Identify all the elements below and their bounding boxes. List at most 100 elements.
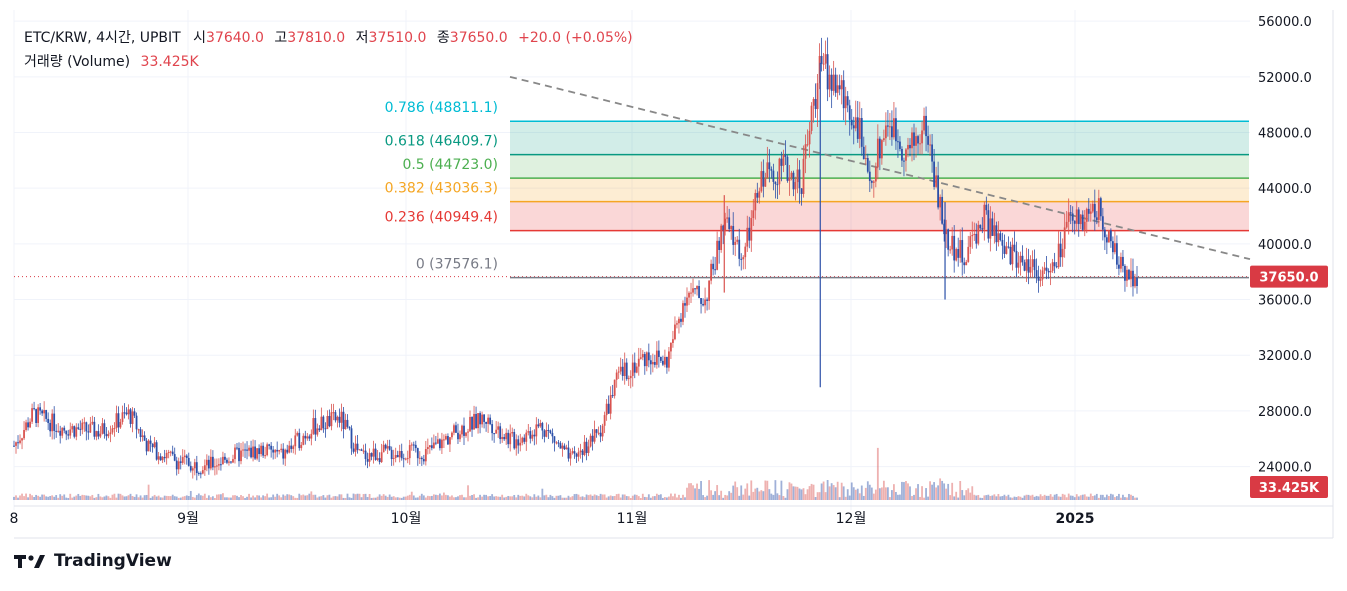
candle-body <box>230 461 232 463</box>
candle-body <box>1053 262 1056 267</box>
candle-body <box>236 447 238 449</box>
candle-body <box>663 356 666 365</box>
volume-bar <box>392 496 395 500</box>
candle-body <box>1087 208 1090 214</box>
candle-body <box>97 431 100 437</box>
candle-body <box>1095 217 1098 220</box>
time-tick-label: 11월 <box>617 511 648 527</box>
volume-bar <box>808 486 811 500</box>
candle-body <box>149 440 152 444</box>
volume-bar <box>1037 496 1040 500</box>
candle-body <box>306 436 309 439</box>
volume-bar <box>860 485 863 500</box>
price-tick-label: 28000.0 <box>1258 405 1312 420</box>
volume-bar <box>832 485 835 500</box>
candle-body <box>525 432 528 442</box>
volume-bar <box>61 495 64 500</box>
volume-bar <box>937 485 940 500</box>
volume-bar <box>280 497 283 500</box>
volume-bar <box>911 496 913 500</box>
price-axis[interactable]: 56000.0 52000.0 48000.0 44000.0 40000.0 36000… <box>1258 15 1312 475</box>
candle-body <box>248 447 250 451</box>
candle-body <box>788 177 791 181</box>
volume-bar <box>65 497 68 500</box>
volume-bar <box>1114 497 1116 500</box>
candle-body <box>310 433 313 439</box>
volume-bar <box>678 494 680 500</box>
volume-bar <box>292 496 295 500</box>
last-price-tag[interactable] <box>1250 265 1328 288</box>
volume-bar <box>1081 494 1084 500</box>
volume-bar <box>561 497 564 500</box>
volume-bar <box>191 496 194 500</box>
tradingview-logo[interactable]: TradingView <box>14 551 172 571</box>
volume-bar <box>975 495 978 500</box>
candle-body <box>782 154 785 166</box>
volume-bar <box>467 485 469 500</box>
volume-bar <box>605 497 608 500</box>
volume-tag[interactable] <box>1250 476 1328 498</box>
candle-body <box>1011 244 1014 265</box>
candle-body <box>1116 243 1118 265</box>
candle-body <box>619 366 622 372</box>
candle-body <box>93 421 96 437</box>
volume-bar <box>443 492 445 500</box>
volume-bar <box>957 497 960 500</box>
volume-bar <box>1013 496 1016 500</box>
volume-bar <box>372 497 375 500</box>
time-axis[interactable]: 8 9월 10월 11월 12월 2025 <box>10 511 1095 527</box>
volume-bar <box>559 495 562 500</box>
candle-body <box>852 125 855 129</box>
candle-body <box>127 409 130 415</box>
candle-body <box>864 158 867 160</box>
volume-bar <box>143 495 146 500</box>
volume-bar <box>1043 494 1046 500</box>
candle-body <box>971 234 974 237</box>
volume-bar <box>818 492 821 500</box>
candle-body <box>947 229 950 250</box>
candle-body <box>1047 270 1050 273</box>
candle-body <box>334 412 337 421</box>
candle-body <box>752 210 755 219</box>
candle-body <box>913 132 915 146</box>
candle-body <box>218 464 220 466</box>
candle-body <box>376 458 379 460</box>
candle-body <box>543 430 546 437</box>
volume-bar <box>481 496 483 500</box>
candle-body <box>965 261 968 266</box>
volume-bar <box>655 493 658 500</box>
volume-bar <box>376 496 379 500</box>
volume-bar <box>891 490 893 500</box>
volume-bar <box>882 480 885 500</box>
candle-body <box>623 362 626 376</box>
volume-bar <box>744 488 747 500</box>
volume-bar <box>338 494 341 500</box>
candle-body <box>81 422 84 430</box>
volume-bar <box>284 495 287 500</box>
fibonacci-retracement[interactable]: 0.786 (48811.1) 0.618 (46409.7) 0.5 (44723… <box>385 100 1249 279</box>
candle-body <box>451 432 453 438</box>
candle-body <box>61 427 64 436</box>
volume-bar <box>583 497 586 500</box>
volume-bar <box>925 488 927 500</box>
volume-bar <box>696 483 698 500</box>
candle-body <box>513 432 516 449</box>
candle-body <box>280 448 283 451</box>
candle-body <box>772 170 775 182</box>
volume-bar <box>121 495 124 500</box>
symbol-title[interactable]: ETC/KRW, 4시간, UPBIT <box>24 30 181 46</box>
candle-body <box>766 162 769 179</box>
candle-body <box>555 442 558 444</box>
volume-bar <box>589 494 592 500</box>
candle-body <box>878 138 881 159</box>
volume-bar <box>149 497 152 500</box>
volume-bar <box>137 497 140 500</box>
candle-body <box>300 444 303 449</box>
volume-bar <box>597 495 600 500</box>
candle-body <box>1075 209 1078 224</box>
candle-body <box>312 418 315 434</box>
volume-label[interactable]: 거래량 (Volume) <box>24 54 131 70</box>
candle-body <box>521 437 524 443</box>
candle-body <box>814 99 817 110</box>
